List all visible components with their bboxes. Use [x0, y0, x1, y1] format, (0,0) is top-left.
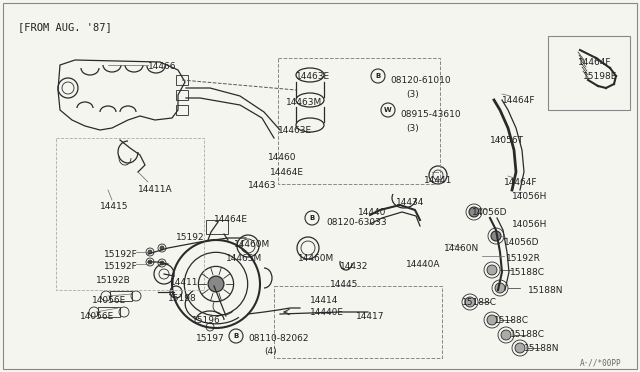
Text: 14056H: 14056H — [512, 192, 547, 201]
Text: 15198: 15198 — [168, 294, 196, 303]
Text: 14463: 14463 — [248, 181, 276, 190]
Circle shape — [208, 276, 224, 292]
Circle shape — [491, 231, 501, 241]
Text: 08120-61010: 08120-61010 — [390, 76, 451, 85]
Circle shape — [465, 297, 475, 307]
Text: 14432: 14432 — [340, 262, 369, 271]
Text: 14440: 14440 — [358, 208, 387, 217]
Text: 15188N: 15188N — [524, 344, 559, 353]
Text: B: B — [309, 215, 315, 221]
Text: 14056E: 14056E — [92, 296, 126, 305]
Text: 15192: 15192 — [176, 233, 205, 242]
Text: 14464F: 14464F — [578, 58, 611, 67]
Text: 14411A: 14411A — [138, 185, 173, 194]
Text: 08110-82062: 08110-82062 — [248, 334, 308, 343]
Bar — [176, 90, 188, 100]
Text: 14463M: 14463M — [286, 98, 323, 107]
Text: 15188C: 15188C — [510, 268, 545, 277]
Text: 14465M: 14465M — [226, 254, 262, 263]
Text: [FROM AUG. '87]: [FROM AUG. '87] — [18, 22, 112, 32]
Text: 15192B: 15192B — [96, 276, 131, 285]
Text: 14440E: 14440E — [310, 308, 344, 317]
Text: 14466: 14466 — [148, 62, 177, 71]
Circle shape — [487, 265, 497, 275]
Text: 14417: 14417 — [356, 312, 385, 321]
Bar — [110, 291, 132, 301]
Text: 14434: 14434 — [396, 198, 424, 207]
Bar — [548, 36, 630, 110]
Text: 14464F: 14464F — [504, 178, 538, 187]
Text: 14056D: 14056D — [472, 208, 508, 217]
Text: 14415: 14415 — [100, 202, 129, 211]
Text: (4): (4) — [264, 347, 276, 356]
Text: B: B — [376, 73, 381, 79]
Text: A·//*00PP: A·//*00PP — [580, 358, 621, 367]
Text: 14460M: 14460M — [298, 254, 334, 263]
Text: 14464F: 14464F — [502, 96, 536, 105]
Bar — [278, 58, 440, 184]
Circle shape — [487, 315, 497, 325]
Text: 15192R: 15192R — [506, 254, 541, 263]
Circle shape — [160, 261, 164, 265]
Text: (3): (3) — [406, 90, 419, 99]
Bar — [98, 307, 120, 317]
Text: 14056E: 14056E — [80, 312, 115, 321]
Text: 14441: 14441 — [424, 176, 452, 185]
Text: 14056T: 14056T — [490, 136, 524, 145]
Text: B: B — [234, 333, 239, 339]
Text: 14463E: 14463E — [278, 126, 312, 135]
Bar — [206, 220, 228, 234]
Circle shape — [148, 260, 152, 264]
Circle shape — [148, 250, 152, 254]
Circle shape — [160, 246, 164, 250]
Bar — [176, 105, 188, 115]
Text: 08120-63033: 08120-63033 — [326, 218, 387, 227]
Text: 14463E: 14463E — [296, 72, 330, 81]
Text: 14440A: 14440A — [406, 260, 440, 269]
Text: 15192F: 15192F — [104, 262, 138, 271]
Text: 15192F: 15192F — [104, 250, 138, 259]
Circle shape — [469, 207, 479, 217]
Circle shape — [515, 343, 525, 353]
Text: 14411: 14411 — [170, 278, 198, 287]
Text: 15188C: 15188C — [494, 316, 529, 325]
Text: 14056D: 14056D — [504, 238, 540, 247]
Text: 14464E: 14464E — [270, 168, 304, 177]
Circle shape — [495, 283, 505, 293]
Text: 14460M: 14460M — [234, 240, 270, 249]
Bar — [176, 75, 188, 85]
Circle shape — [501, 330, 511, 340]
Text: 15197: 15197 — [196, 334, 225, 343]
Text: 15196: 15196 — [192, 316, 221, 325]
Text: 14445: 14445 — [330, 280, 358, 289]
Text: 14464E: 14464E — [214, 215, 248, 224]
Text: 14414: 14414 — [310, 296, 339, 305]
Text: 15188C: 15188C — [462, 298, 497, 307]
Text: 15198E: 15198E — [583, 72, 618, 81]
Text: 15188C: 15188C — [510, 330, 545, 339]
Bar — [56, 138, 204, 290]
Text: 08915-43610: 08915-43610 — [400, 110, 461, 119]
Text: W: W — [384, 107, 392, 113]
Text: 14056H: 14056H — [512, 220, 547, 229]
Bar — [274, 286, 442, 358]
Text: 14460N: 14460N — [444, 244, 479, 253]
Text: 15188N: 15188N — [528, 286, 563, 295]
Text: (3): (3) — [406, 124, 419, 133]
Text: 14460: 14460 — [268, 153, 296, 162]
